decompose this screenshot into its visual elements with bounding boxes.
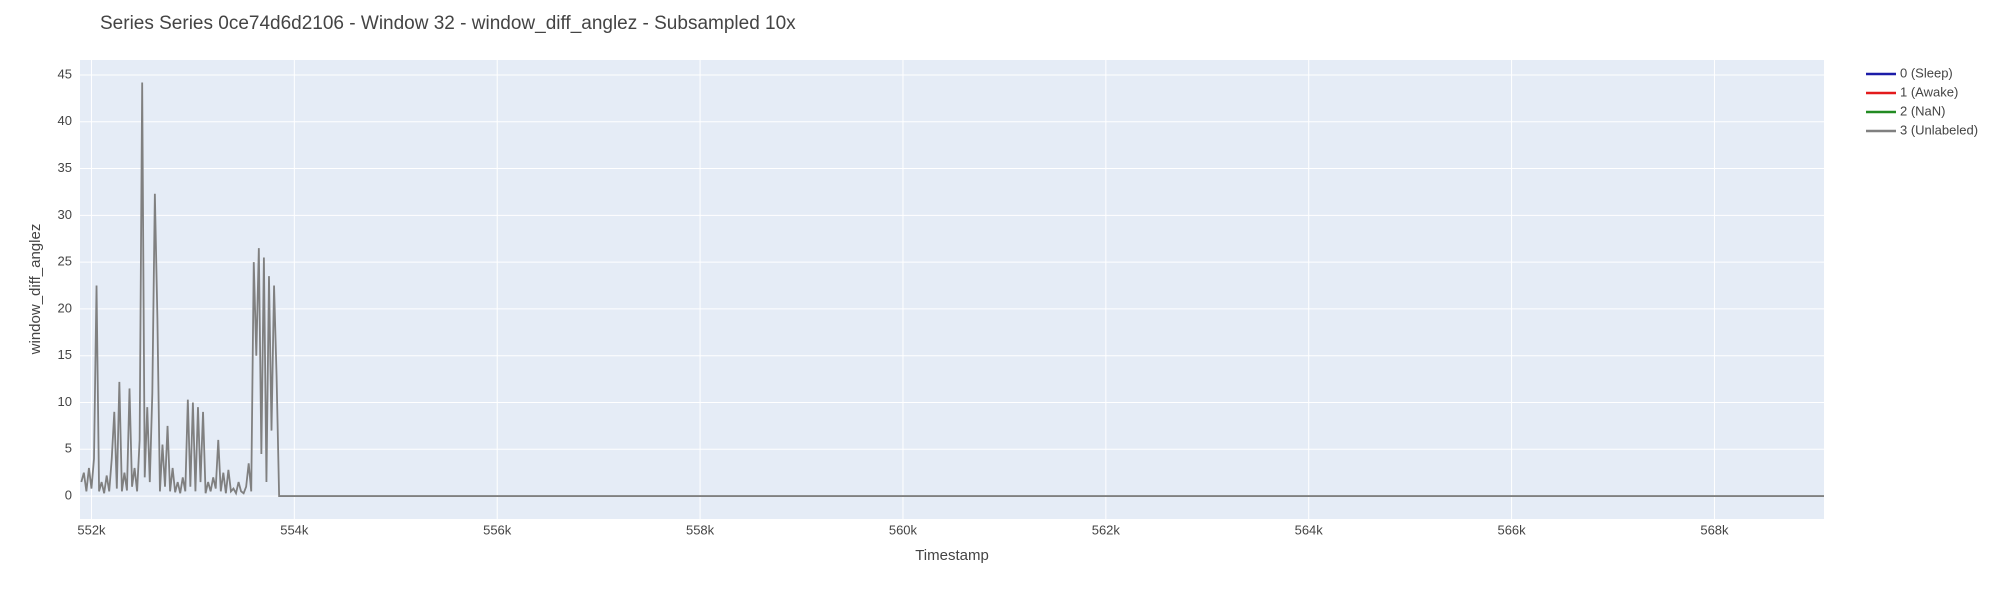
x-tick-label: 556k	[483, 522, 512, 537]
legend: 0 (Sleep) 1 (Awake) 2 (NaN) 3 (Unlabeled)	[1866, 65, 1978, 137]
y-tick-label: 0	[65, 488, 72, 503]
chart-title: Series Series 0ce74d6d2106 - Window 32 -…	[100, 13, 796, 34]
x-axis-title: Timestamp	[915, 547, 989, 564]
y-tick-label: 35	[58, 160, 72, 175]
y-tick-label: 15	[58, 347, 72, 362]
y-tick-label: 45	[58, 66, 72, 81]
legend-label: 0 (Sleep)	[1900, 65, 1953, 80]
y-tick-label: 40	[58, 113, 72, 128]
x-tick-label: 552k	[77, 522, 106, 537]
legend-label: 3 (Unlabeled)	[1900, 122, 1978, 137]
legend-label: 1 (Awake)	[1900, 84, 1958, 99]
y-tick-label: 25	[58, 254, 72, 269]
series-line	[80, 82, 1824, 497]
x-tick-label: 554k	[280, 522, 309, 537]
y-tick-label: 20	[58, 300, 72, 315]
legend-label: 2 (NaN)	[1900, 103, 1946, 118]
plot-area	[80, 60, 1824, 519]
y-tick-label: 10	[58, 394, 72, 409]
x-tick-label: 566k	[1497, 522, 1526, 537]
lines	[80, 82, 1824, 497]
x-tick-label: 564k	[1295, 522, 1324, 537]
y-tick-label: 30	[58, 207, 72, 222]
y-tick-label: 5	[65, 441, 72, 456]
grid: 0 5 10 15 20 25 30 35 40 45 552k 554k 556k 558k 560k 56…	[58, 60, 1824, 537]
x-tick-label: 562k	[1092, 522, 1121, 537]
y-axis-title: window_diff_anglez	[27, 224, 44, 356]
x-tick-label: 560k	[889, 522, 918, 537]
x-tick-label: 568k	[1700, 522, 1729, 537]
x-tick-label: 558k	[686, 522, 715, 537]
